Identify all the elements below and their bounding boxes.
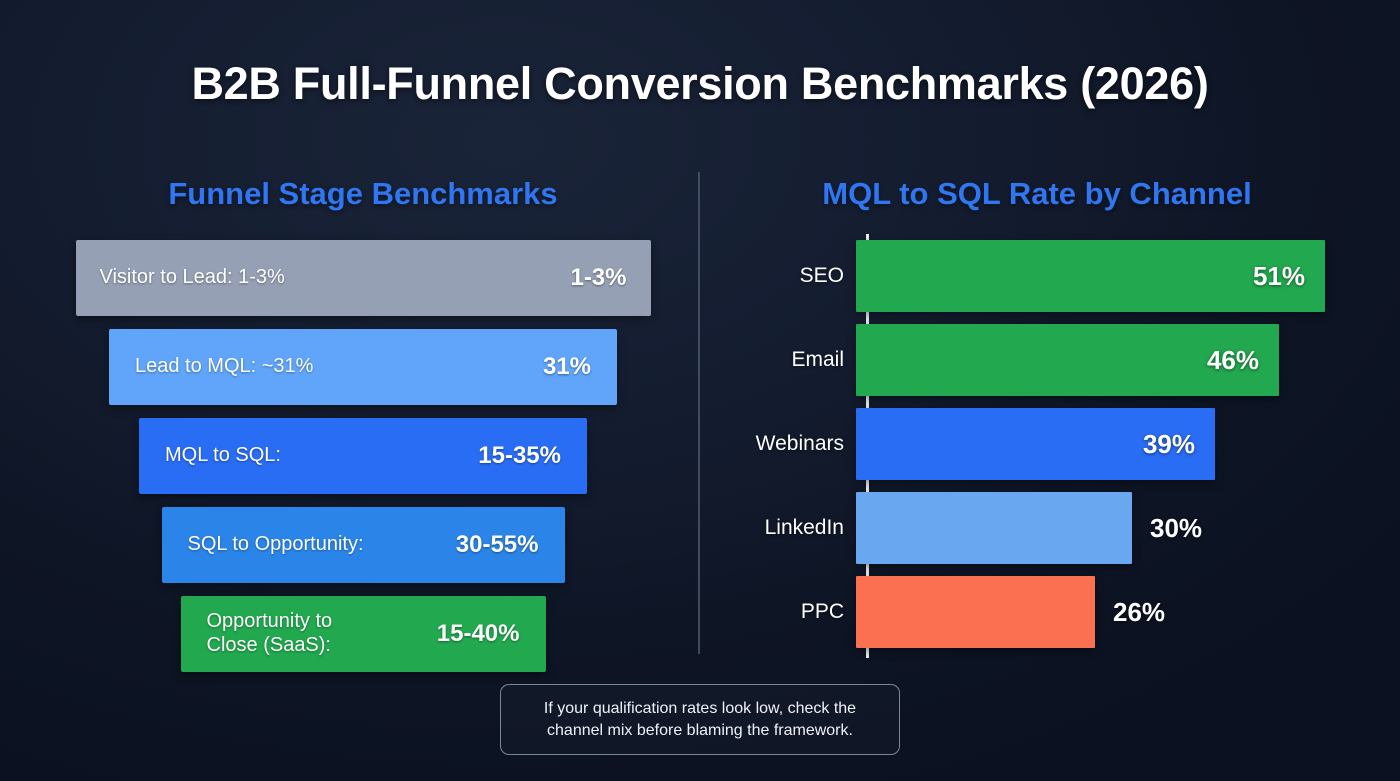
channel-bar-track: 30% [856,492,1372,564]
channel-label: PPC [800,600,844,623]
page-title: B2B Full-Funnel Conversion Benchmarks (2… [191,58,1209,109]
channel-value-label: 26% [1113,596,1166,627]
funnel-stage-value: 31% [542,353,591,380]
channel-bar-row: LinkedIn 30% [712,492,1372,564]
channel-label: Email [791,348,844,371]
panel-divider [698,172,700,654]
channel-label: LinkedIn [764,516,844,539]
channel-value-label: 30% [1150,512,1203,543]
channel-value-label: 51% [1252,260,1305,291]
channel-bar [856,576,1095,648]
funnel-stage-bar: Lead to MQL: ~31% 31% [109,329,617,405]
channel-bar [856,492,1132,564]
channel-bar-row: Webinars 39% [712,408,1372,480]
channel-value-label: 46% [1206,344,1259,375]
channel-bar-track: 46% [856,324,1372,396]
channel-bar-row: SEO 51% [712,240,1372,312]
channel-bar-row: Email 46% [712,324,1372,396]
channel-label: Webinars [755,432,844,455]
channel-bar: 39% [856,408,1215,480]
funnel-stage-value: 15-35% [478,442,561,469]
funnel-stage-bar: MQL to SQL: 15-35% [139,418,587,494]
channel-bar-row: PPC 26% [712,576,1372,648]
funnel-stage-bar: Opportunity to Close (SaaS): 15-40% [180,596,546,672]
funnel-stage-value: 30-55% [455,531,539,558]
channel-bar: 51% [856,240,1325,312]
channel-value-label: 39% [1142,428,1195,459]
funnel-stage-bar: Visitor to Lead: 1-3% 1-3% [75,240,651,316]
funnel-stage-label: Lead to MQL: ~31% [135,355,314,378]
left-panel-heading: Funnel Stage Benchmarks [168,176,558,211]
channel-bar-track: 39% [856,408,1372,480]
funnel-stage-value: 15-40% [436,620,520,647]
funnel-stage-label: Visitor to Lead: 1-3% [99,266,285,289]
funnel-stage-label: MQL to SQL: [165,444,281,467]
funnel-stage-bar: SQL to Opportunity: 30-55% [161,507,565,583]
right-panel-heading: MQL to SQL Rate by Channel [822,176,1252,211]
channel-bar-track: 26% [856,576,1372,648]
funnel-stage-value: 1-3% [570,264,627,291]
funnel-stage-chart: Visitor to Lead: 1-3% 1-3% Lead to MQL: ~3… [40,240,686,672]
channel-bar: 46% [856,324,1279,396]
funnel-stage-label: Opportunity to Close (SaaS): [206,610,333,656]
footer-note: If your qualification rates look low, ch… [500,684,900,756]
channel-bar-track: 51% [856,240,1372,312]
channel-label: SEO [799,264,844,287]
funnel-stage-label: SQL to Opportunity: [187,533,364,556]
channel-bar-chart: SEO 51% Email 46% Webinars 39% LinkedIn 30% PPC 2… [712,234,1372,658]
